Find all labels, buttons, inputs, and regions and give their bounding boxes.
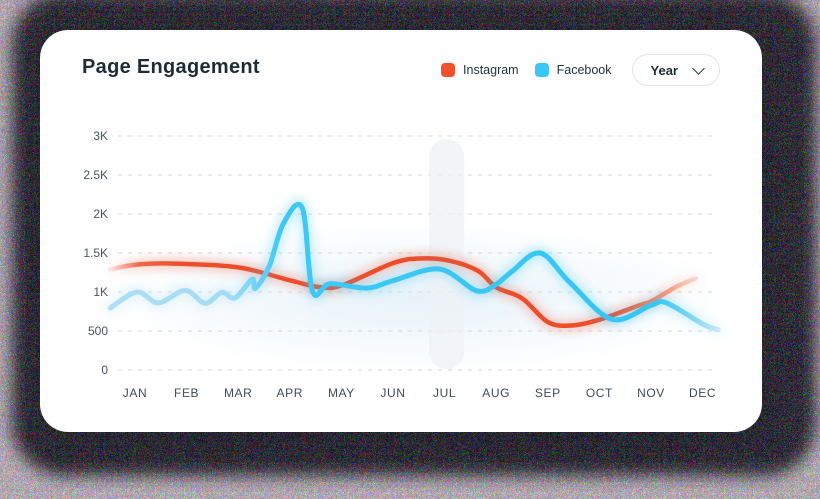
x-axis-month-label: JUL bbox=[433, 386, 456, 400]
x-axis-month-label: JAN bbox=[123, 386, 147, 400]
x-axis-month-label: NOV bbox=[637, 386, 665, 400]
legend-item-instagram[interactable]: Instagram bbox=[441, 63, 519, 77]
highlight-band bbox=[429, 139, 465, 369]
legend-label-facebook: Facebook bbox=[556, 63, 612, 77]
year-dropdown[interactable]: Year bbox=[631, 54, 720, 86]
engagement-line-chart: 3K 2.5K 2K 1.5K 1K 500 0 JAN FEB MAR APR MAY JUN JUL A… bbox=[83, 129, 740, 400]
ambient-haze bbox=[100, 223, 740, 373]
x-axis-month-label: OCT bbox=[586, 386, 613, 400]
y-axis-tick-label: 3K bbox=[93, 129, 108, 143]
facebook-swatch bbox=[534, 63, 549, 77]
x-axis-month-label: APR bbox=[277, 386, 303, 400]
x-axis-month-label: MAR bbox=[224, 386, 252, 400]
y-axis-tick-label: 500 bbox=[88, 324, 108, 338]
y-axis-tick-label: 0 bbox=[101, 363, 108, 377]
legend: Instagram Facebook bbox=[441, 63, 612, 77]
instagram-swatch bbox=[441, 63, 456, 77]
year-dropdown-label: Year bbox=[650, 62, 678, 78]
facebook-line bbox=[107, 201, 721, 333]
x-axis-month-label: DEC bbox=[689, 386, 716, 400]
x-axis-month-label: JUN bbox=[380, 386, 405, 400]
x-axis-month-label: SEP bbox=[535, 386, 561, 400]
y-axis-tick-label: 2K bbox=[93, 207, 108, 221]
page-title: Page Engagement bbox=[82, 56, 260, 78]
x-axis-month-label: FEB bbox=[174, 386, 199, 400]
y-axis-tick-label: 1K bbox=[93, 285, 108, 299]
page-engagement-card: Page Engagement Instagram Facebook Year bbox=[40, 30, 762, 432]
x-axis-month-label: AUG bbox=[482, 386, 510, 400]
y-axis-tick-label: 1.5K bbox=[83, 246, 108, 260]
legend-item-facebook[interactable]: Facebook bbox=[534, 63, 612, 77]
card-header-controls: Instagram Facebook Year bbox=[441, 54, 720, 86]
legend-label-instagram: Instagram bbox=[463, 63, 519, 77]
x-axis-month-label: MAY bbox=[328, 386, 355, 400]
y-axis-tick-label: 2.5K bbox=[83, 168, 108, 182]
